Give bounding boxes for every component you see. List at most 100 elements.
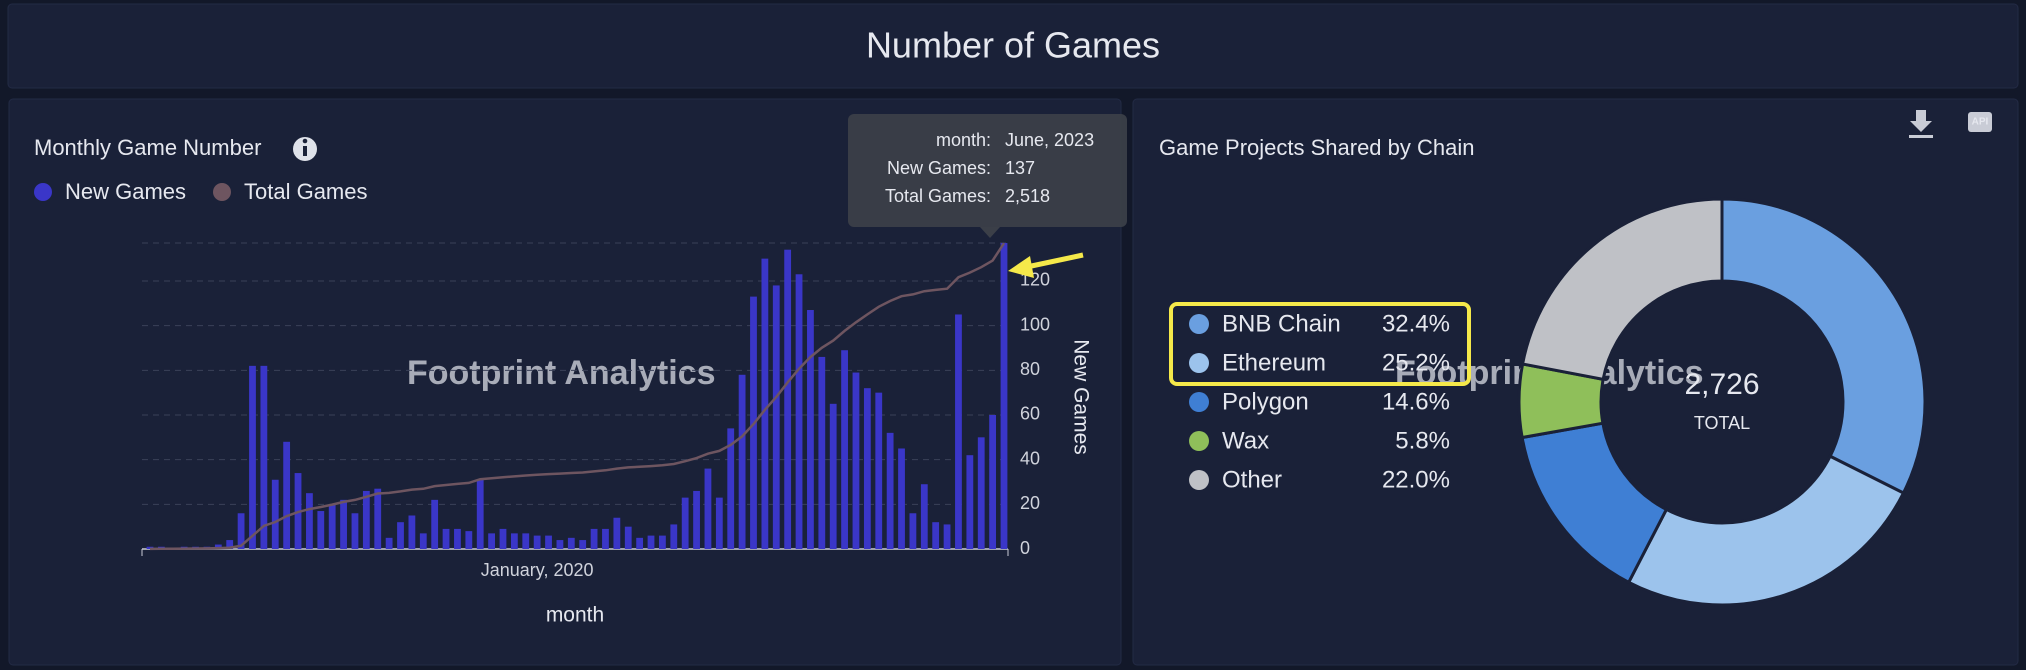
bar (533, 535, 541, 549)
bar (920, 484, 928, 549)
legend-label: Other (1222, 466, 1282, 493)
x-tick-label: January, 2020 (481, 560, 594, 580)
legend-label: Ethereum (1222, 349, 1326, 376)
bar (659, 535, 666, 549)
legend-label: Total Games (244, 179, 368, 204)
bar (556, 540, 564, 549)
bar (499, 528, 507, 549)
y-axis-label: New Games (1069, 339, 1092, 455)
bar (624, 526, 632, 549)
bar (670, 524, 678, 549)
bar (875, 392, 883, 549)
legend-label: Wax (1222, 427, 1269, 454)
legend-value: 32.4% (1382, 310, 1450, 337)
legend-label: BNB Chain (1222, 310, 1341, 337)
bar (1000, 243, 1008, 549)
bar (955, 314, 962, 549)
legend-value: 22.0% (1382, 466, 1450, 493)
donut-segment (1720, 197, 1927, 496)
highlight-box (1169, 302, 1471, 386)
info-icon[interactable] (293, 137, 317, 161)
bar (510, 533, 518, 549)
bar (260, 365, 268, 549)
bar (567, 537, 575, 549)
legend-label: New Games (65, 179, 186, 204)
y-tick-label: 80 (1020, 359, 1040, 379)
y-tick-label: 40 (1020, 448, 1040, 468)
bar (647, 535, 655, 549)
bar (488, 533, 495, 549)
tooltip-key: New Games: (887, 158, 991, 178)
bar (898, 448, 905, 549)
bar (738, 374, 746, 549)
bar (681, 497, 689, 549)
bar (636, 537, 644, 549)
tooltip-pointer (980, 227, 1000, 238)
bar (613, 517, 621, 549)
tooltip: month: June, 2023 New Games: 137 Total Games… (848, 114, 1127, 238)
bar (727, 428, 735, 549)
download-icon[interactable] (1909, 110, 1933, 138)
bar (306, 493, 313, 549)
bar (784, 249, 792, 549)
bar (966, 455, 974, 549)
bar (214, 544, 222, 549)
bar (374, 488, 382, 549)
bar (408, 515, 416, 549)
y-tick-label: 60 (1020, 404, 1040, 424)
bar (237, 513, 245, 549)
total-line (149, 242, 1006, 551)
legend-dot (213, 183, 231, 201)
y-tick-label: 100 (1020, 314, 1050, 334)
bar (249, 365, 256, 549)
bar (886, 432, 894, 549)
bar (977, 437, 985, 549)
bar (385, 537, 393, 549)
api-icon[interactable]: API (1968, 112, 1992, 132)
legend-dot (34, 183, 52, 201)
legend-dot (1189, 314, 1209, 334)
bar (704, 468, 712, 549)
legend-dot (1189, 431, 1209, 451)
bar (271, 479, 279, 549)
bar (328, 504, 336, 549)
legend-dot (1189, 470, 1209, 490)
bar (351, 513, 359, 549)
bar (818, 356, 826, 549)
bar (909, 513, 917, 549)
bar (397, 522, 404, 549)
bar (863, 388, 871, 549)
bar (772, 285, 780, 549)
bar (829, 403, 837, 549)
donut-total: 2,726 (1684, 368, 1759, 401)
legend-dot (1189, 392, 1209, 412)
donut-caption: TOTAL (1694, 413, 1750, 433)
x-axis-label: month (546, 604, 604, 627)
bar (602, 528, 609, 549)
bar (522, 533, 530, 549)
bar (419, 533, 427, 549)
donut-segment (1626, 454, 1906, 607)
bar (317, 511, 325, 549)
bar (431, 499, 439, 549)
bar (465, 531, 473, 549)
bar (989, 414, 997, 549)
bar (590, 528, 598, 549)
bar (545, 535, 552, 549)
bar (579, 540, 587, 549)
bar (693, 490, 700, 549)
tooltip-value: 137 (1005, 158, 1035, 178)
donut-segment (1520, 197, 1724, 382)
bar (715, 497, 723, 549)
bar (761, 258, 769, 549)
bar (476, 479, 484, 549)
bar (362, 490, 370, 549)
y-tick-label: 20 (1020, 493, 1040, 513)
bar (943, 524, 951, 549)
svg-text:API: API (1972, 117, 1989, 128)
bar (795, 274, 803, 549)
page-title: Number of Games (866, 25, 1160, 66)
legend-value: 5.8% (1395, 427, 1450, 454)
